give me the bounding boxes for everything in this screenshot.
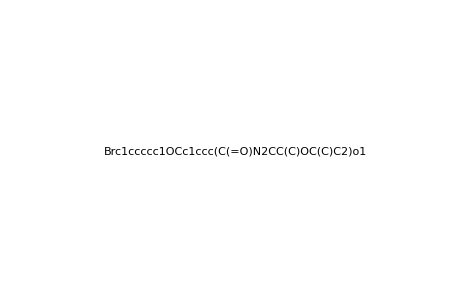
Text: Brc1ccccc1OCc1ccc(C(=O)N2CC(C)OC(C)C2)o1: Brc1ccccc1OCc1ccc(C(=O)N2CC(C)OC(C)C2)o1 [104,146,367,157]
